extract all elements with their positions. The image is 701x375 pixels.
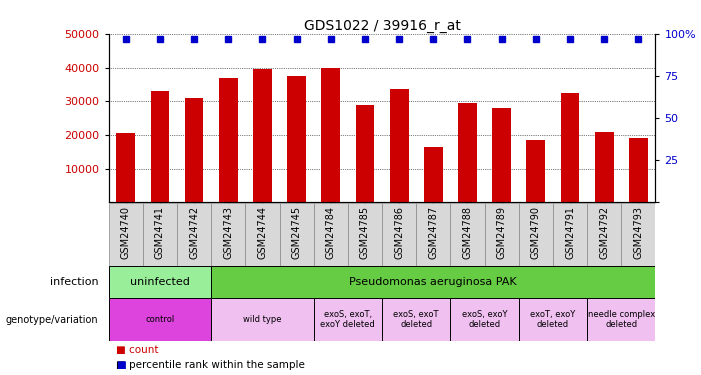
Text: GSM24788: GSM24788 (463, 206, 472, 259)
Bar (451, 298, 519, 341)
Text: GSM24742: GSM24742 (189, 206, 199, 259)
Title: GDS1022 / 39916_r_at: GDS1022 / 39916_r_at (304, 19, 461, 33)
Bar (621, 202, 655, 266)
Bar (348, 202, 382, 266)
Bar (184, 98, 203, 202)
Bar (424, 147, 443, 202)
Text: GSM24789: GSM24789 (496, 206, 507, 259)
Text: GSM24741: GSM24741 (155, 206, 165, 259)
Text: Pseudomonas aeruginosa PAK: Pseudomonas aeruginosa PAK (350, 277, 517, 287)
Text: control: control (145, 315, 175, 324)
Bar (109, 266, 211, 298)
Bar (245, 202, 280, 266)
Bar (116, 134, 135, 202)
Bar (416, 202, 451, 266)
Text: ■ percentile rank within the sample: ■ percentile rank within the sample (116, 360, 304, 370)
Text: infection: infection (50, 277, 98, 287)
Bar (553, 202, 587, 266)
Bar (253, 69, 272, 203)
Bar (587, 298, 655, 341)
Bar (211, 266, 655, 298)
Text: uninfected: uninfected (130, 277, 190, 287)
Text: needle complex
deleted: needle complex deleted (587, 310, 655, 329)
Text: exoS, exoT
deleted: exoS, exoT deleted (393, 310, 439, 329)
Bar (519, 298, 587, 341)
Bar (109, 298, 211, 341)
Text: GSM24785: GSM24785 (360, 206, 370, 259)
Text: exoT, exoY
deleted: exoT, exoY deleted (530, 310, 576, 329)
Bar (314, 202, 348, 266)
Bar (594, 132, 613, 203)
Bar (629, 138, 648, 202)
Text: exoS, exoY
deleted: exoS, exoY deleted (462, 310, 508, 329)
Text: GSM24743: GSM24743 (223, 206, 233, 259)
Bar (484, 202, 519, 266)
Bar (519, 202, 553, 266)
Bar (287, 76, 306, 202)
Text: GSM24740: GSM24740 (121, 206, 131, 259)
Bar (109, 202, 143, 266)
Bar (211, 202, 245, 266)
Bar (143, 202, 177, 266)
Bar (451, 202, 484, 266)
Text: GSM24793: GSM24793 (633, 206, 644, 259)
Text: GSM24791: GSM24791 (565, 206, 575, 259)
Bar (280, 202, 314, 266)
Bar (458, 103, 477, 202)
Bar (355, 105, 374, 202)
Text: GSM24787: GSM24787 (428, 206, 438, 259)
Bar (587, 202, 621, 266)
Text: GSM24745: GSM24745 (292, 206, 301, 259)
Text: GSM24786: GSM24786 (394, 206, 404, 259)
Bar (314, 298, 382, 341)
Bar (151, 91, 170, 202)
Text: GSM24744: GSM24744 (257, 206, 268, 259)
Bar (177, 202, 211, 266)
Bar (382, 202, 416, 266)
Text: GSM24790: GSM24790 (531, 206, 541, 259)
Text: ■: ■ (116, 360, 125, 370)
Bar (492, 108, 511, 202)
Bar (219, 78, 238, 203)
Bar (390, 90, 409, 202)
Text: exoS, exoT,
exoY deleted: exoS, exoT, exoY deleted (320, 310, 375, 329)
Bar (211, 298, 314, 341)
Bar (561, 93, 580, 202)
Text: GSM24784: GSM24784 (326, 206, 336, 259)
Text: wild type: wild type (243, 315, 282, 324)
Bar (382, 298, 451, 341)
Text: genotype/variation: genotype/variation (6, 315, 98, 325)
Bar (526, 140, 545, 202)
Text: ■ count: ■ count (116, 345, 158, 355)
Bar (321, 68, 340, 203)
Text: GSM24792: GSM24792 (599, 206, 609, 259)
